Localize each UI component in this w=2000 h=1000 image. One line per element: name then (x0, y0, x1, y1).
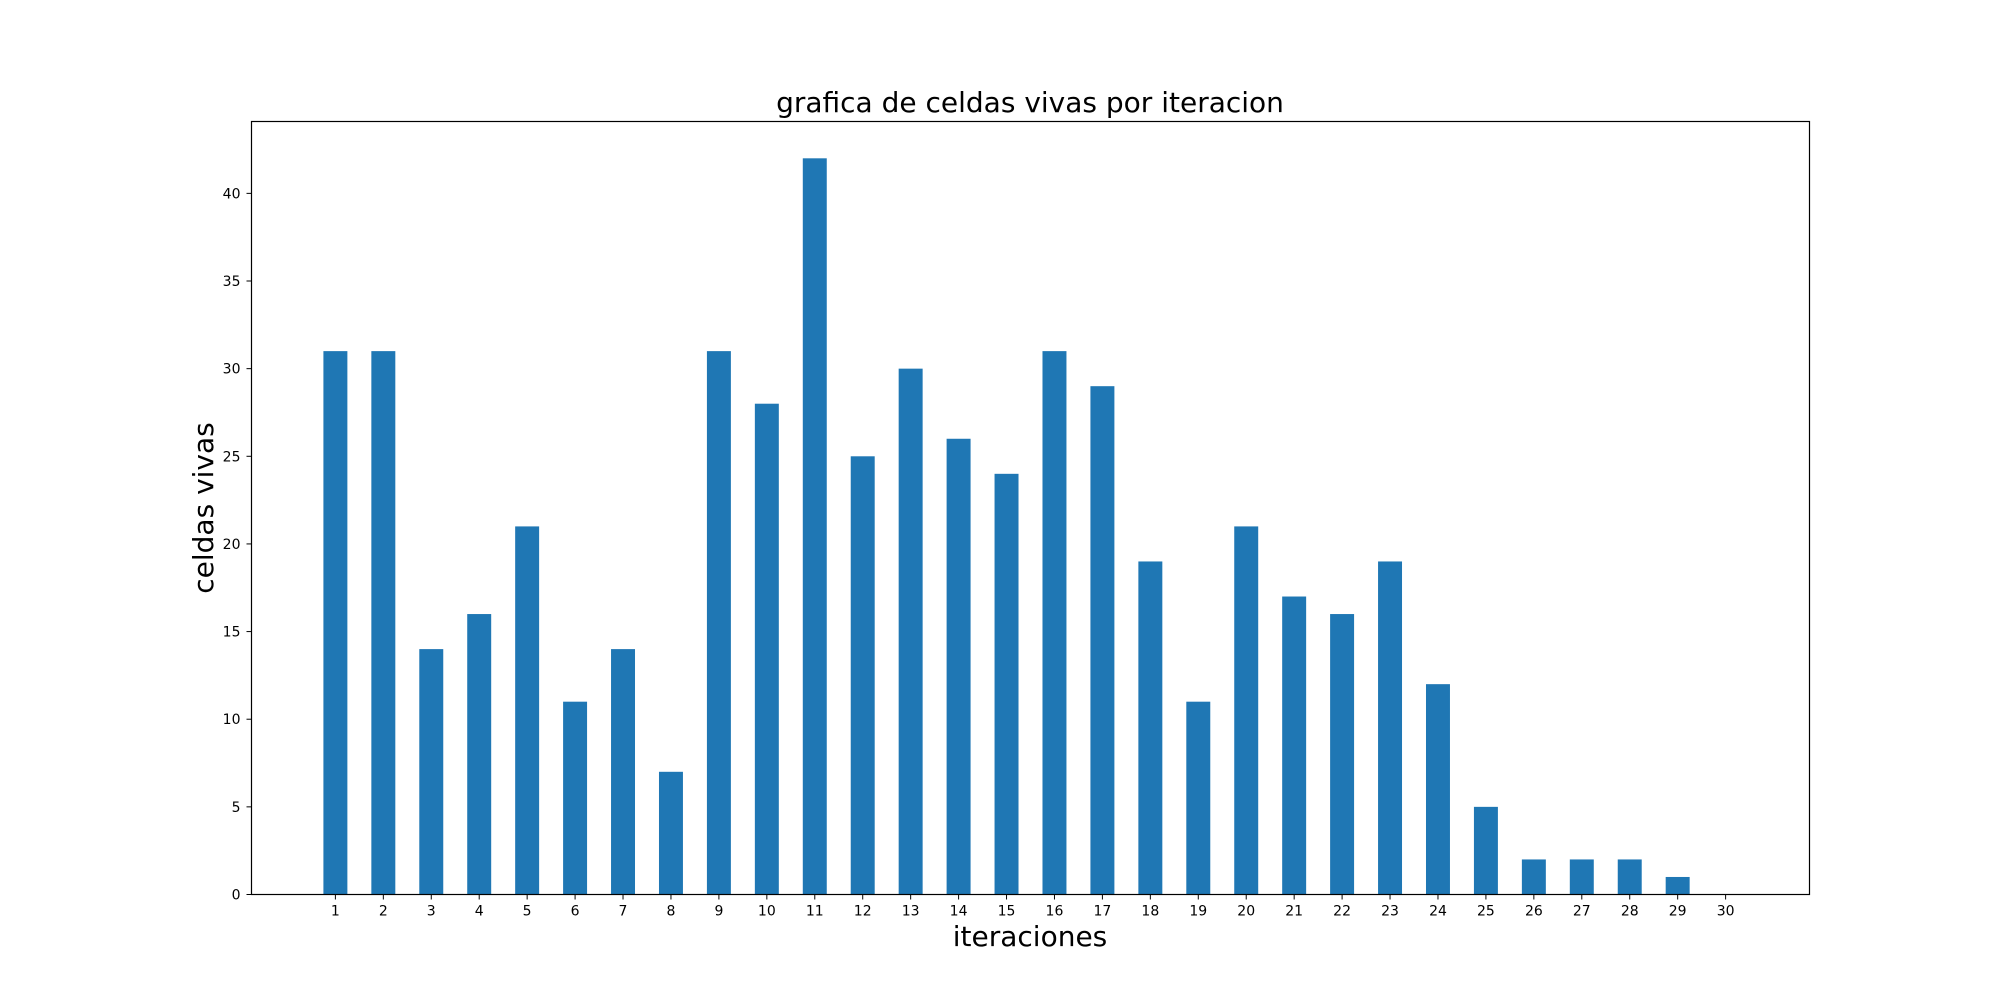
y-tick-label: 10 (223, 712, 241, 728)
x-tick-label: 3 (427, 904, 436, 920)
x-tick-label: 16 (1046, 904, 1064, 920)
bar-iteration-4 (467, 614, 492, 895)
x-axis: 1 2 3 4 5 6 7 8 9 10 11 12 13 14 15 16 17 18 19 20 21 22 23 24 2… (331, 894, 1735, 920)
x-tick-label: 23 (1381, 904, 1399, 920)
x-tick-label: 21 (1285, 904, 1303, 920)
x-tick-label: 13 (902, 904, 920, 920)
bar-iteration-6 (563, 701, 588, 895)
x-tick-label: 26 (1525, 904, 1543, 920)
bar-iteration-29 (1665, 876, 1690, 895)
bar-iteration-8 (658, 771, 683, 895)
x-tick-label: 24 (1429, 904, 1447, 920)
y-axis-label: celdas vivas (187, 422, 220, 594)
y-axis: 0 5 10 15 20 25 30 35 40 (223, 186, 252, 904)
x-tick-label: 2 (379, 904, 388, 920)
y-tick-label: 35 (223, 274, 241, 290)
bar-iteration-14 (946, 438, 971, 895)
x-tick-label: 22 (1333, 904, 1351, 920)
bar-iteration-9 (706, 351, 731, 895)
bar-iteration-20 (1234, 526, 1259, 895)
bar-iteration-27 (1569, 859, 1594, 895)
bar-iteration-13 (898, 368, 923, 895)
x-tick-label: 17 (1093, 904, 1111, 920)
x-tick-label: 14 (950, 904, 968, 920)
bar-iteration-22 (1330, 614, 1355, 895)
bar-iteration-19 (1186, 701, 1211, 895)
x-tick-label: 6 (571, 904, 580, 920)
bar-iteration-10 (754, 403, 779, 895)
y-tick-label: 0 (232, 888, 241, 904)
x-tick-label: 15 (998, 904, 1016, 920)
bar-iteration-24 (1425, 684, 1450, 895)
x-tick-label: 8 (667, 904, 676, 920)
y-tick-label: 5 (232, 800, 241, 816)
bar-iteration-12 (850, 456, 875, 895)
bar-iteration-2 (371, 351, 396, 895)
x-tick-label: 1 (331, 904, 340, 920)
x-tick-label: 7 (619, 904, 628, 920)
y-tick-label: 25 (223, 449, 241, 465)
x-tick-label: 19 (1189, 904, 1207, 920)
x-tick-label: 27 (1573, 904, 1591, 920)
bar-iteration-3 (419, 649, 444, 895)
bar-iteration-5 (515, 526, 540, 895)
chart-title: grafica de celdas vivas por iteracion (776, 86, 1284, 119)
bar-iteration-23 (1378, 561, 1403, 895)
y-tick-label: 30 (223, 362, 241, 378)
x-axis-label: iteraciones (953, 920, 1108, 953)
bar-iteration-21 (1282, 596, 1307, 895)
y-tick-label: 20 (223, 537, 241, 553)
y-tick-label: 40 (223, 186, 241, 202)
y-tick-label: 15 (223, 625, 241, 641)
bar-iteration-17 (1090, 386, 1115, 895)
x-tick-label: 28 (1621, 904, 1639, 920)
x-tick-label: 10 (758, 904, 776, 920)
bar-iteration-7 (611, 649, 636, 895)
x-tick-label: 20 (1237, 904, 1255, 920)
x-tick-label: 25 (1477, 904, 1495, 920)
bar-iteration-25 (1473, 806, 1498, 895)
x-tick-label: 29 (1669, 904, 1687, 920)
bars-group (323, 158, 1690, 895)
x-tick-label: 18 (1141, 904, 1159, 920)
x-tick-label: 9 (714, 904, 723, 920)
bar-iteration-11 (802, 158, 827, 895)
plot-frame (250, 120, 1811, 896)
bar-iteration-15 (994, 473, 1019, 895)
x-tick-label: 4 (475, 904, 484, 920)
bar-iteration-28 (1617, 859, 1642, 895)
bar-iteration-18 (1138, 561, 1163, 895)
bar-iteration-16 (1042, 351, 1067, 895)
x-tick-label: 30 (1717, 904, 1735, 920)
bar-iteration-26 (1521, 859, 1546, 895)
bar-iteration-1 (323, 351, 348, 895)
x-tick-label: 11 (806, 904, 824, 920)
x-tick-label: 12 (854, 904, 872, 920)
x-tick-label: 5 (523, 904, 532, 920)
